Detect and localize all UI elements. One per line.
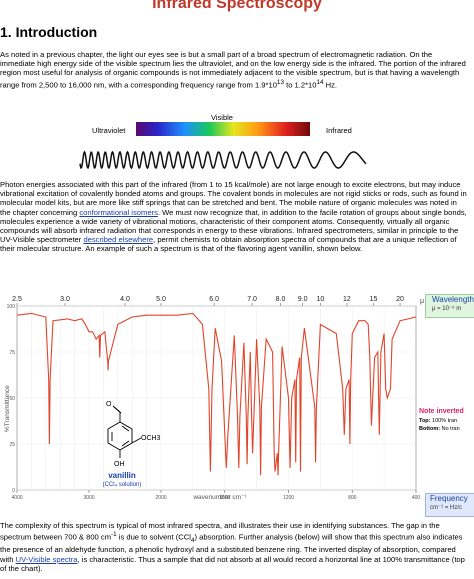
- top-tick-label: 15: [370, 296, 378, 303]
- wavelength-box-title: Wavelength: [432, 295, 474, 304]
- x-tick-label: 3000: [83, 495, 94, 501]
- top-tick-label: 8.0: [276, 296, 286, 303]
- paragraph-text: to 1.2*10: [283, 80, 317, 90]
- note-bottom-text: No tran: [441, 426, 460, 432]
- paragraph-text: . We must now recognize that, in additio…: [0, 207, 467, 245]
- conformational-isomers-link[interactable]: conformational isomers: [79, 207, 158, 217]
- paragraph-text: As noted in a previous chapter, the ligh…: [0, 50, 466, 90]
- top-axis-unit: μ: [420, 298, 424, 305]
- note-top-label: Top:: [419, 418, 431, 424]
- x-tick-label: 400: [412, 495, 421, 501]
- subscript: 4: [190, 537, 195, 545]
- infrared-label: Infrared: [326, 126, 352, 135]
- molecule-hydroxyl: OH: [114, 461, 125, 468]
- y-tick-label: 50: [9, 396, 15, 402]
- paragraph-text: ) absorption. Further analysis (below) w…: [0, 532, 463, 564]
- y-axis-label: %Transmittance: [4, 385, 11, 432]
- uv-visible-spectra-link[interactable]: UV-Visible spectra: [15, 554, 78, 564]
- page-title: Infrared Spectroscopy: [152, 0, 322, 12]
- em-spectrum-figure: Visible Ultraviolet Infrared: [79, 113, 367, 170]
- paragraph-text: , is characteristic. Thus a sample that …: [0, 554, 465, 573]
- y-tick-label: 0: [12, 488, 15, 494]
- molecule-aldehyde-o: O: [106, 401, 112, 408]
- compound-note: (CCl₄ solution): [103, 482, 142, 488]
- y-tick-label: 100: [7, 304, 16, 310]
- intro-paragraph-2: Photon energies associated with this par…: [0, 180, 468, 254]
- top-tick-label: 7.0: [247, 296, 257, 303]
- top-tick-label: 2.5: [12, 296, 22, 303]
- transmittance-series: [16, 312, 417, 476]
- paragraph-text: The complexity of this spectrum is typic…: [0, 521, 440, 542]
- x-tick-label: 1200: [283, 495, 294, 501]
- described-elsewhere-link[interactable]: described elsewhere: [83, 235, 154, 245]
- intro-paragraph-3: The complexity of this spectrum is typic…: [0, 521, 468, 573]
- note-bottom-label: Bottom:: [419, 426, 441, 432]
- top-tick-label: 9.0: [298, 296, 308, 303]
- note-top-row: Top: 100% tran: [419, 417, 474, 425]
- wavelength-box-formula: μ = 10⁻⁶ m: [432, 306, 462, 312]
- top-tick-label: 10: [316, 296, 324, 303]
- top-axis-ticks: 2.5 3.0 4.0 5.0 6.0 7.0 8.0 9.0 10 12 15 20: [12, 296, 404, 306]
- plot-grid: [17, 305, 416, 491]
- exponent: 14: [316, 78, 324, 86]
- top-tick-label: 5.0: [156, 296, 166, 303]
- intro-paragraph-1: As noted in a previous chapter, the ligh…: [0, 50, 468, 89]
- y-axis-ticks: 100 75 50 25 0: [7, 304, 16, 494]
- top-tick-label: 6.0: [209, 296, 219, 303]
- visible-label: Visible: [211, 113, 233, 122]
- x-tick-label: 2000: [155, 495, 166, 501]
- frequency-box: Frequency cm⁻¹ = Hz/c: [425, 493, 474, 517]
- note-bottom-row: Bottom: No tran: [419, 425, 474, 433]
- em-wave: [79, 150, 367, 170]
- top-tick-label: 12: [343, 296, 351, 303]
- ultraviolet-label: Ultraviolet: [92, 126, 126, 135]
- visible-spectrum-bar: [136, 122, 310, 136]
- wavelength-box: Wavelength μ = 10⁻⁶ m: [425, 294, 474, 318]
- x-tick-label: 1600: [219, 495, 230, 501]
- note-top-text: 100% tran: [432, 418, 458, 424]
- section-heading: 1. Introduction: [0, 24, 98, 40]
- bottom-axis-ticks: 4000 3000 2000 1600 1200 800 400: [11, 490, 420, 501]
- y-tick-label: 25: [9, 442, 15, 448]
- exponent: 13: [276, 78, 284, 86]
- exponent: -1: [111, 531, 117, 539]
- paragraph-text: Photon energies associated with this par…: [0, 180, 467, 217]
- x-axis-label: wavenumber cm⁻¹: [192, 494, 247, 501]
- paragraph-text: Hz.: [323, 80, 338, 90]
- paragraph-text: is due to solvent (CCl: [116, 532, 191, 542]
- top-tick-label: 4.0: [120, 296, 130, 303]
- x-tick-label: 4000: [11, 495, 22, 501]
- note-title: Note inverted: [419, 408, 464, 415]
- frequency-box-formula: cm⁻¹ = Hz/c: [430, 505, 463, 511]
- paragraph-text: , permit chemists to obtain absorption s…: [0, 235, 457, 254]
- top-tick-label: 20: [396, 296, 404, 303]
- frequency-box-title: Frequency: [430, 494, 468, 503]
- top-tick-label: 3.0: [60, 296, 70, 303]
- compound-name: vanillin: [108, 471, 136, 480]
- ir-spectrum-chart: 2.5 3.0 4.0 5.0 6.0 7.0 8.0 9.0 10 12 15 20 100 75 50…: [4, 296, 424, 501]
- molecule-methoxy: OCH3: [141, 435, 161, 442]
- y-tick-label: 75: [9, 350, 15, 356]
- vanillin-structure: [107, 405, 142, 458]
- inverted-note: Note inverted Top: 100% tran Bottom: No …: [419, 407, 474, 433]
- x-tick-label: 800: [348, 495, 357, 501]
